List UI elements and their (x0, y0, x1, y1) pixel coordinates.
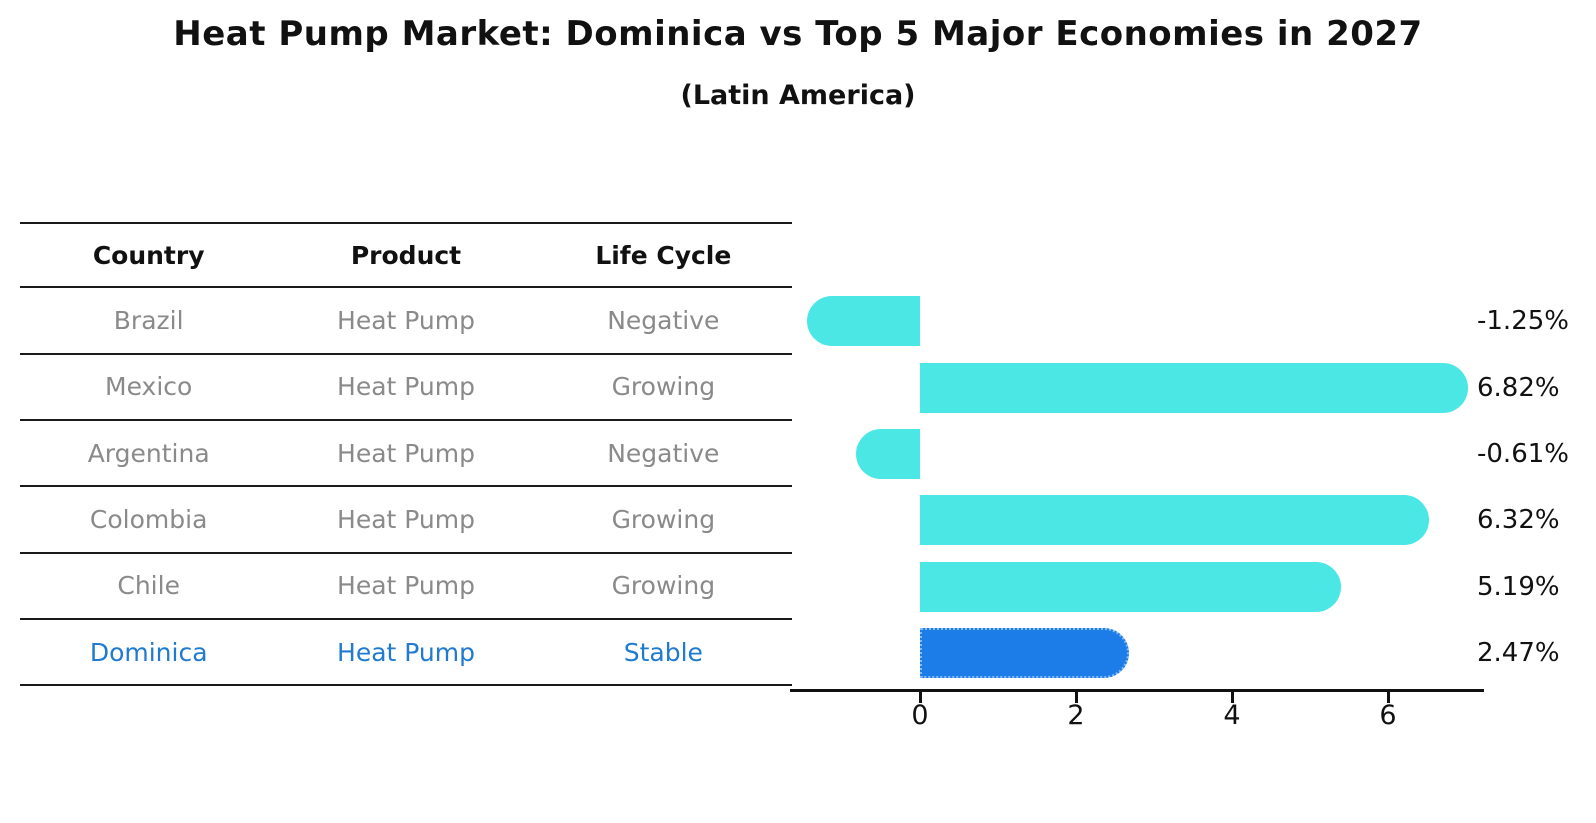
value-label-colombia: 6.32% (1477, 505, 1560, 536)
table-cell-product: Heat Pump (337, 438, 475, 468)
table-cell-product: Heat Pump (337, 637, 475, 667)
x-axis-tick (1230, 692, 1234, 703)
table-cell-country: Brazil (113, 305, 184, 335)
x-axis-tick-label: 0 (911, 700, 929, 731)
table-cell-country: Mexico (105, 372, 193, 402)
table-cell-product: Heat Pump (337, 504, 475, 534)
bar-dominica (920, 628, 1129, 679)
x-axis-tick (1386, 692, 1390, 703)
value-label-argentina: -0.61% (1477, 439, 1569, 470)
table-header-row: Country Product Life Cycle (20, 222, 792, 289)
table-cell-life-cycle: Negative (607, 438, 720, 468)
column-header-country: Country (92, 240, 205, 270)
table-cell-life-cycle: Negative (607, 305, 720, 335)
table-cell-country: Chile (117, 571, 180, 601)
x-axis-tick-label: 2 (1067, 700, 1085, 731)
value-label-brazil: -1.25% (1477, 306, 1569, 337)
table-cell-product: Heat Pump (337, 571, 475, 601)
bar-brazil (806, 296, 920, 347)
table-row-mexico: Mexico Heat Pump Growing (20, 355, 792, 421)
table-cell-country: Argentina (87, 438, 210, 468)
x-axis-line (790, 689, 1484, 692)
table-cell-life-cycle: Stable (623, 637, 703, 667)
table-cell-country: Dominica (89, 637, 208, 667)
table-row-dominica: Dominica Heat Pump Stable (20, 620, 792, 687)
table-cell-country: Colombia (89, 504, 208, 534)
value-label-mexico: 6.82% (1477, 372, 1560, 403)
table-cell-life-cycle: Growing (611, 571, 716, 601)
x-axis-tick (918, 692, 922, 703)
table-row-colombia: Colombia Heat Pump Growing (20, 487, 792, 554)
table-cell-product: Heat Pump (337, 305, 475, 335)
column-header-life-cycle: Life Cycle (595, 240, 732, 270)
table-row-argentina: Argentina Heat Pump Negative (20, 421, 792, 488)
table-cell-product: Heat Pump (337, 372, 475, 402)
table-row-chile: Chile Heat Pump Growing (20, 554, 792, 620)
value-label-dominica: 2.47% (1477, 638, 1560, 669)
bar-mexico (920, 362, 1468, 413)
column-header-product: Product (350, 240, 462, 270)
bar-colombia (920, 495, 1429, 546)
country-table: Country Product Life Cycle Brazil Heat Pu… (20, 222, 792, 687)
x-axis-tick-label: 4 (1223, 700, 1241, 731)
bar-argentina (856, 429, 920, 480)
table-body: Brazil Heat Pump Negative Mexico Heat Pump Gr… (20, 288, 792, 687)
x-axis-tick (1074, 692, 1078, 703)
table-cell-life-cycle: Growing (611, 372, 716, 402)
value-label-chile: 5.19% (1477, 571, 1560, 602)
page-title: Heat Pump Market: Dominica vs Top 5 Majo… (173, 14, 1423, 54)
table-cell-life-cycle: Growing (611, 504, 716, 534)
x-axis-tick-label: 6 (1379, 700, 1397, 731)
table-row-brazil: Brazil Heat Pump Negative (20, 288, 792, 355)
page-subtitle: (Latin America) (680, 80, 916, 111)
bar-chile (920, 561, 1341, 612)
